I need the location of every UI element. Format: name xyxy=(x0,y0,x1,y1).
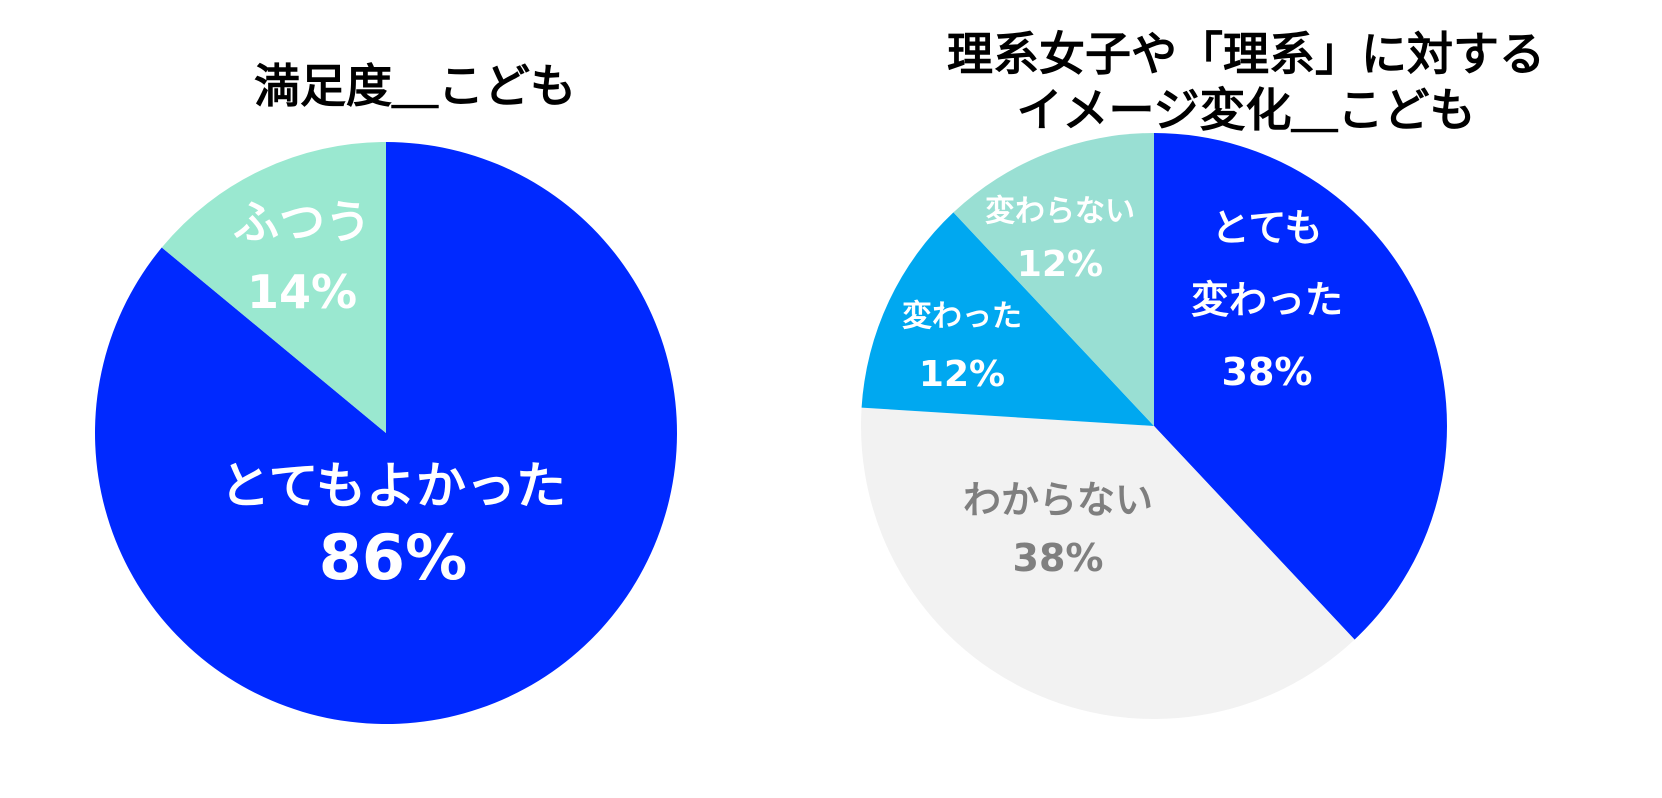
slice-value-label: 12% xyxy=(919,354,1005,395)
pie-slice xyxy=(953,133,1154,426)
pie-slice xyxy=(1154,133,1447,640)
slice-category-label: ふつう xyxy=(233,195,371,249)
pie-chart: とてもよかった 86% ふつう 14% xyxy=(94,142,677,724)
pie-slice xyxy=(861,407,1355,719)
slice-label-group: ふつう 14% xyxy=(233,195,371,319)
chart-title: 理系女子や「理系」に対する イメージ変化＿こども xyxy=(830,26,1662,138)
pie-slice xyxy=(94,142,677,724)
chart-title: 満足度＿こども xyxy=(0,58,830,114)
chart-image-change: 理系女子や「理系」に対する イメージ変化＿こども とても 変わった 38% わからない… xyxy=(830,0,1662,798)
slice-category-label: 変わった xyxy=(1191,278,1343,322)
slice-value-label: 86% xyxy=(319,521,467,594)
slice-label-group: 変わった 12% xyxy=(902,299,1022,395)
slice-category-label: とてもよかった xyxy=(220,457,566,515)
slice-category-label: 変わらない xyxy=(985,194,1135,229)
chart-satisfaction: 満足度＿こども とてもよかった 86% ふつう 14% xyxy=(0,0,830,798)
slice-value-label: 38% xyxy=(1013,536,1104,580)
slice-label-group: とてもよかった 86% xyxy=(220,457,566,594)
chart-title-line: 満足度＿こども xyxy=(254,59,576,113)
pie-slice xyxy=(861,212,1154,426)
chart-title-line-1: 理系女子や「理系」に対する xyxy=(947,27,1545,81)
slice-category-label: 変わった xyxy=(902,299,1022,334)
slice-label-group: わからない 38% xyxy=(963,478,1153,580)
slice-category-label: わからない xyxy=(963,478,1153,522)
slice-value-label: 14% xyxy=(247,265,357,319)
slice-value-label: 38% xyxy=(1222,350,1313,394)
slice-label-group: 変わらない 12% xyxy=(985,194,1135,285)
chart-title-line-2: イメージ変化＿こども xyxy=(1016,83,1476,137)
pie-slice xyxy=(161,142,386,433)
slice-value-label: 12% xyxy=(1017,244,1103,285)
slice-category-label: とても xyxy=(1212,206,1323,250)
